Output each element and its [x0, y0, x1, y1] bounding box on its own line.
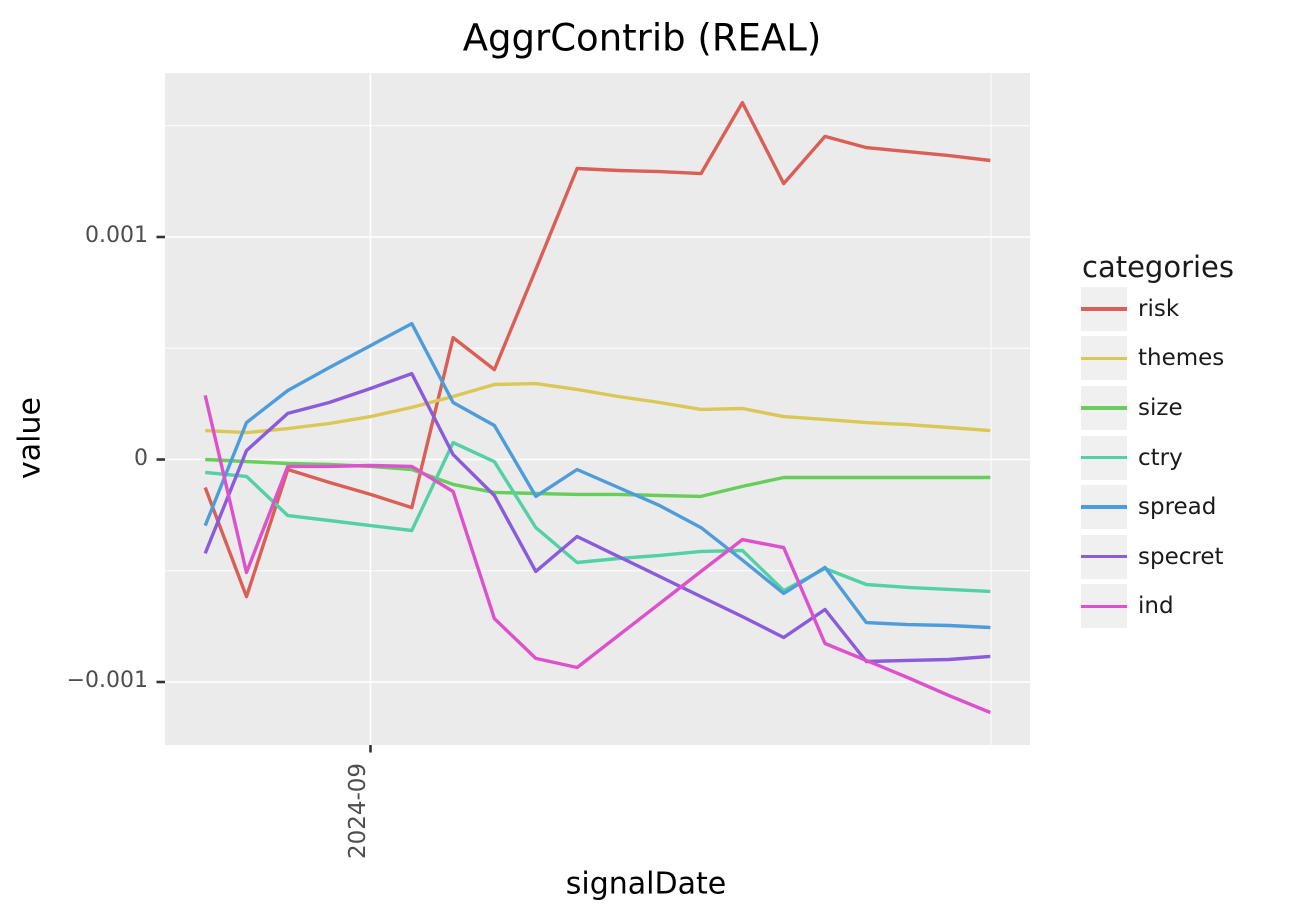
- legend-key-spread: [1081, 485, 1127, 530]
- legend-key-line-icon: [1081, 356, 1127, 361]
- legend-item-label: ind: [1138, 593, 1174, 620]
- series-line-ind: [203, 395, 991, 715]
- legend-key-ctry: [1081, 435, 1127, 480]
- series-group: [203, 100, 991, 715]
- legend-item-specret: specret: [1081, 532, 1224, 582]
- legend-key-ind: [1081, 584, 1127, 629]
- legend-item-size: size: [1081, 383, 1224, 433]
- legend-item-label: ctry: [1138, 444, 1183, 471]
- x-axis-tick-label: 2024-09: [345, 762, 371, 860]
- y-tick-label: 0: [134, 445, 148, 471]
- panel-background: [165, 73, 1030, 745]
- legend-key-line-icon: [1081, 555, 1127, 559]
- legend-item-themes: themes: [1081, 334, 1224, 384]
- y-tick-label: 0.001: [85, 223, 148, 248]
- series-line-spread: [203, 321, 991, 630]
- legend-item-label: specret: [1138, 543, 1224, 570]
- legend-key-line-icon: [1081, 406, 1127, 410]
- legend-key-themes: [1081, 336, 1127, 381]
- legend: categories risk themes size ctry spread specr…: [1081, 250, 1235, 629]
- x-axis-title: signalDate: [565, 866, 727, 902]
- legend-key-size: [1081, 385, 1127, 430]
- legend-item-label: size: [1138, 394, 1183, 421]
- legend-item-label: spread: [1138, 494, 1217, 521]
- legend-item-spread: spread: [1081, 482, 1224, 532]
- legend-item-ind: ind: [1081, 582, 1224, 632]
- legend-item-label: themes: [1138, 345, 1225, 372]
- legend-item-ctry: ctry: [1081, 433, 1224, 483]
- legend-key-line-icon: [1081, 455, 1127, 460]
- legend-key-line-icon: [1081, 604, 1127, 609]
- legend-items: risk themes size ctry spread specret ind: [1081, 284, 1224, 631]
- chart-title: AggrContrib (REAL): [462, 16, 822, 60]
- legend-key-specret: [1081, 534, 1127, 579]
- series-line-themes: [205, 381, 991, 435]
- legend-item-risk: risk: [1081, 284, 1224, 334]
- y-tick-label: −0.001: [66, 668, 148, 693]
- legend-key-line-icon: [1081, 307, 1127, 311]
- legend-key-line-icon: [1081, 505, 1127, 509]
- legend-key-risk: [1081, 286, 1127, 331]
- series-line-risk: [203, 100, 991, 599]
- series-line-ctry: [205, 440, 991, 594]
- series-line-specret: [203, 371, 991, 664]
- legend-item-label: risk: [1138, 295, 1180, 322]
- legend-title: categories: [1082, 250, 1235, 284]
